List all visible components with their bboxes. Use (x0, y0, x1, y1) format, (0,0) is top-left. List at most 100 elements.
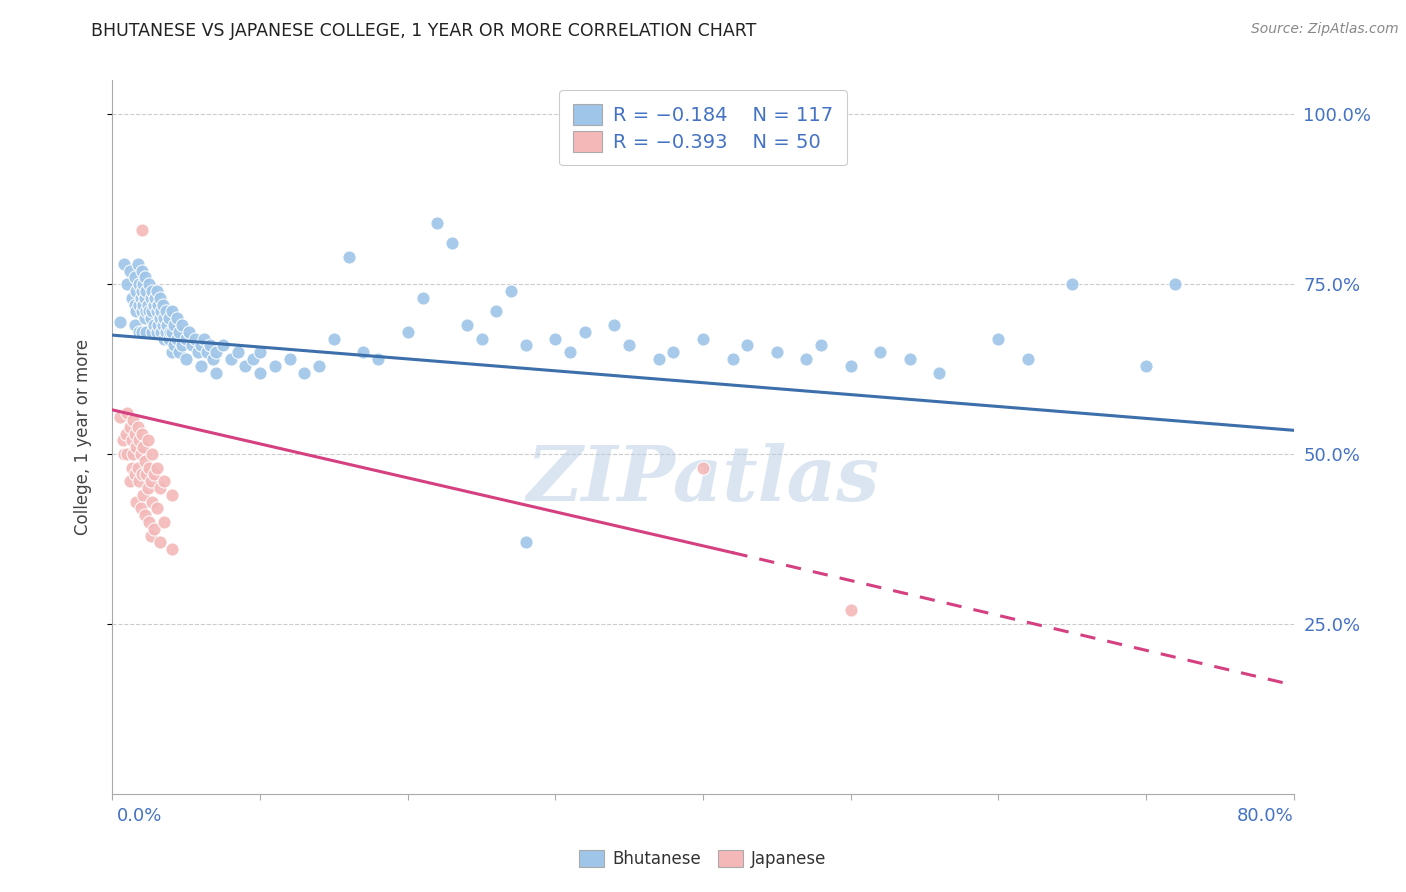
Point (721, 351, 744, 366)
Point (112, 257, 135, 271)
Point (193, 332, 215, 346)
Point (128, 325, 150, 339)
Point (117, 406, 138, 420)
Point (142, 522, 165, 536)
Point (839, 359, 862, 373)
Y-axis label: College, 1 year or more: College, 1 year or more (73, 339, 91, 535)
Point (184, 332, 207, 346)
Point (143, 291, 166, 305)
Point (396, 325, 419, 339)
Point (987, 332, 1010, 346)
Point (179, 325, 201, 339)
Point (129, 291, 152, 305)
Point (156, 318, 179, 332)
Point (132, 440, 155, 454)
Point (152, 318, 174, 332)
Point (132, 277, 155, 292)
Point (367, 351, 389, 366)
Point (201, 351, 224, 366)
Point (132, 488, 155, 502)
Point (292, 366, 315, 380)
Point (205, 345, 228, 359)
Point (108, 409, 131, 424)
Point (141, 284, 163, 298)
Point (233, 359, 256, 373)
Point (167, 325, 190, 339)
Point (135, 284, 157, 298)
Legend: Bhutanese, Japanese: Bhutanese, Japanese (572, 843, 834, 875)
Point (128, 475, 150, 489)
Point (129, 501, 152, 516)
Point (122, 447, 145, 461)
Point (114, 426, 136, 441)
Point (146, 284, 169, 298)
Point (136, 481, 159, 495)
Point (120, 475, 142, 489)
Point (131, 325, 153, 339)
Point (869, 345, 891, 359)
Point (125, 494, 148, 508)
Point (134, 291, 156, 305)
Point (146, 325, 169, 339)
Point (138, 277, 160, 292)
Point (810, 338, 832, 352)
Text: Source: ZipAtlas.com: Source: ZipAtlas.com (1251, 22, 1399, 37)
Point (148, 297, 170, 311)
Point (153, 475, 176, 489)
Point (181, 338, 204, 352)
Point (212, 338, 235, 352)
Point (120, 263, 142, 277)
Point (226, 345, 249, 359)
Point (166, 332, 188, 346)
Point (152, 297, 174, 311)
Point (190, 338, 212, 352)
Point (692, 460, 714, 475)
Text: ZIPatlas: ZIPatlas (526, 443, 880, 516)
Point (142, 297, 165, 311)
Point (839, 603, 862, 617)
Text: 80.0%: 80.0% (1237, 807, 1294, 825)
Point (174, 332, 197, 346)
Point (150, 325, 173, 339)
Point (898, 351, 921, 366)
Point (112, 447, 135, 461)
Point (128, 434, 150, 448)
Point (141, 494, 163, 508)
Point (456, 318, 478, 332)
Point (134, 454, 156, 468)
Point (127, 420, 149, 434)
Point (125, 440, 148, 454)
Point (308, 359, 330, 373)
Point (117, 447, 138, 461)
Point (136, 434, 159, 448)
Point (124, 318, 146, 332)
Point (138, 304, 160, 318)
Point (485, 304, 508, 318)
Point (163, 318, 186, 332)
Point (167, 345, 190, 359)
Point (132, 297, 155, 311)
Point (124, 467, 146, 482)
Point (146, 460, 169, 475)
Point (278, 351, 301, 366)
Point (122, 413, 145, 427)
Point (160, 325, 183, 339)
Point (131, 263, 153, 277)
Point (174, 351, 197, 366)
Point (515, 535, 537, 549)
Point (108, 314, 131, 328)
Point (153, 515, 176, 529)
Point (219, 351, 242, 366)
Point (141, 304, 163, 318)
Point (160, 304, 183, 318)
Point (149, 291, 172, 305)
Point (411, 291, 433, 305)
Point (135, 467, 157, 482)
Point (135, 304, 157, 318)
Point (766, 345, 789, 359)
Point (138, 515, 160, 529)
Point (662, 345, 685, 359)
Point (155, 325, 177, 339)
Point (127, 460, 149, 475)
Point (142, 318, 165, 332)
